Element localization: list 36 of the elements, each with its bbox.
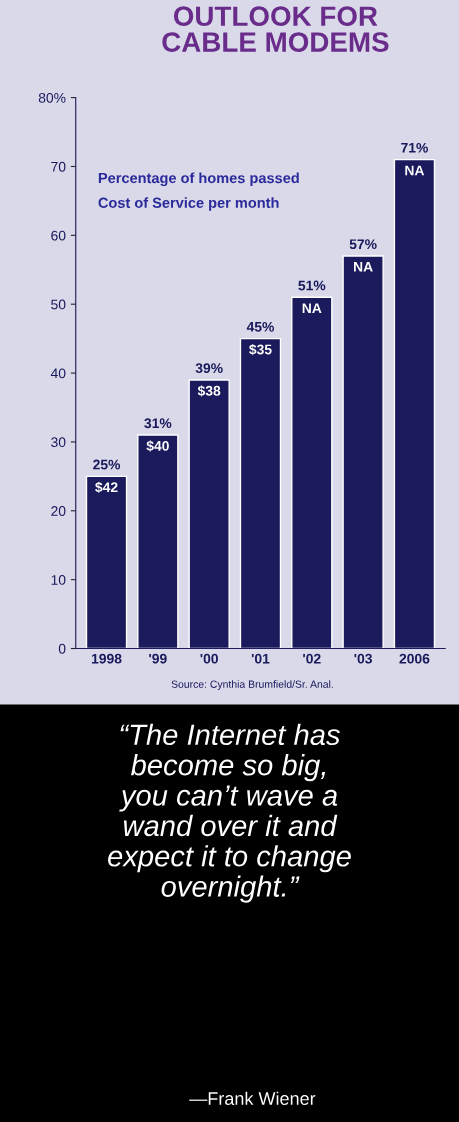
x-tick-label: '02 <box>303 653 321 664</box>
y-tick-label: 10 <box>51 574 66 585</box>
y-tick-label: 30 <box>51 437 66 448</box>
y-tick-label: 60 <box>51 230 66 241</box>
annotation: NA <box>302 303 322 313</box>
y-tick-label: 40 <box>50 368 66 379</box>
annotation: $42 <box>95 481 118 494</box>
annotation: Cost of Service per month <box>98 197 279 211</box>
text: —Frank Wiener <box>189 1091 316 1105</box>
data-label: 31% <box>144 418 172 429</box>
annotation: Percentage of homes passed <box>98 172 299 187</box>
x-tick-label: 2006 <box>399 653 430 664</box>
x-tick-label: '00 <box>200 653 218 664</box>
source-note: Source: Cynthia Brumfield/Sr. Anal. <box>171 680 333 690</box>
x-tick-label: '03 <box>354 653 372 664</box>
annotation: $35 <box>249 343 272 356</box>
x-tick-label: 1998 <box>91 653 122 664</box>
y-tick-label: 0 <box>58 643 66 654</box>
y-tick-label: 50 <box>51 299 66 310</box>
annotation: NA <box>405 165 425 176</box>
y-tick-label: 20 <box>51 506 66 516</box>
data-label: 71% <box>401 142 428 153</box>
text: “The Internet has become so big, you can’t wave a wand over it and expect it to change overnight.” <box>108 723 351 903</box>
y-tick-label: 70 <box>51 161 66 172</box>
x-tick-label: '01 <box>251 653 270 664</box>
data-label: 45% <box>246 321 275 332</box>
data-label: 51% <box>298 280 326 291</box>
data-label: 39% <box>195 363 223 374</box>
data-label: 25% <box>93 459 121 470</box>
annotation: NA <box>354 262 373 272</box>
annotation: $38 <box>197 385 221 397</box>
chart-title: OUTLOOK FOR CABLE MODEMS <box>162 6 389 52</box>
x-tick-label: '99 <box>149 653 167 664</box>
y-tick-label: 80% <box>38 92 66 103</box>
data-label: 57% <box>349 239 377 250</box>
annotation: $40 <box>146 440 169 452</box>
